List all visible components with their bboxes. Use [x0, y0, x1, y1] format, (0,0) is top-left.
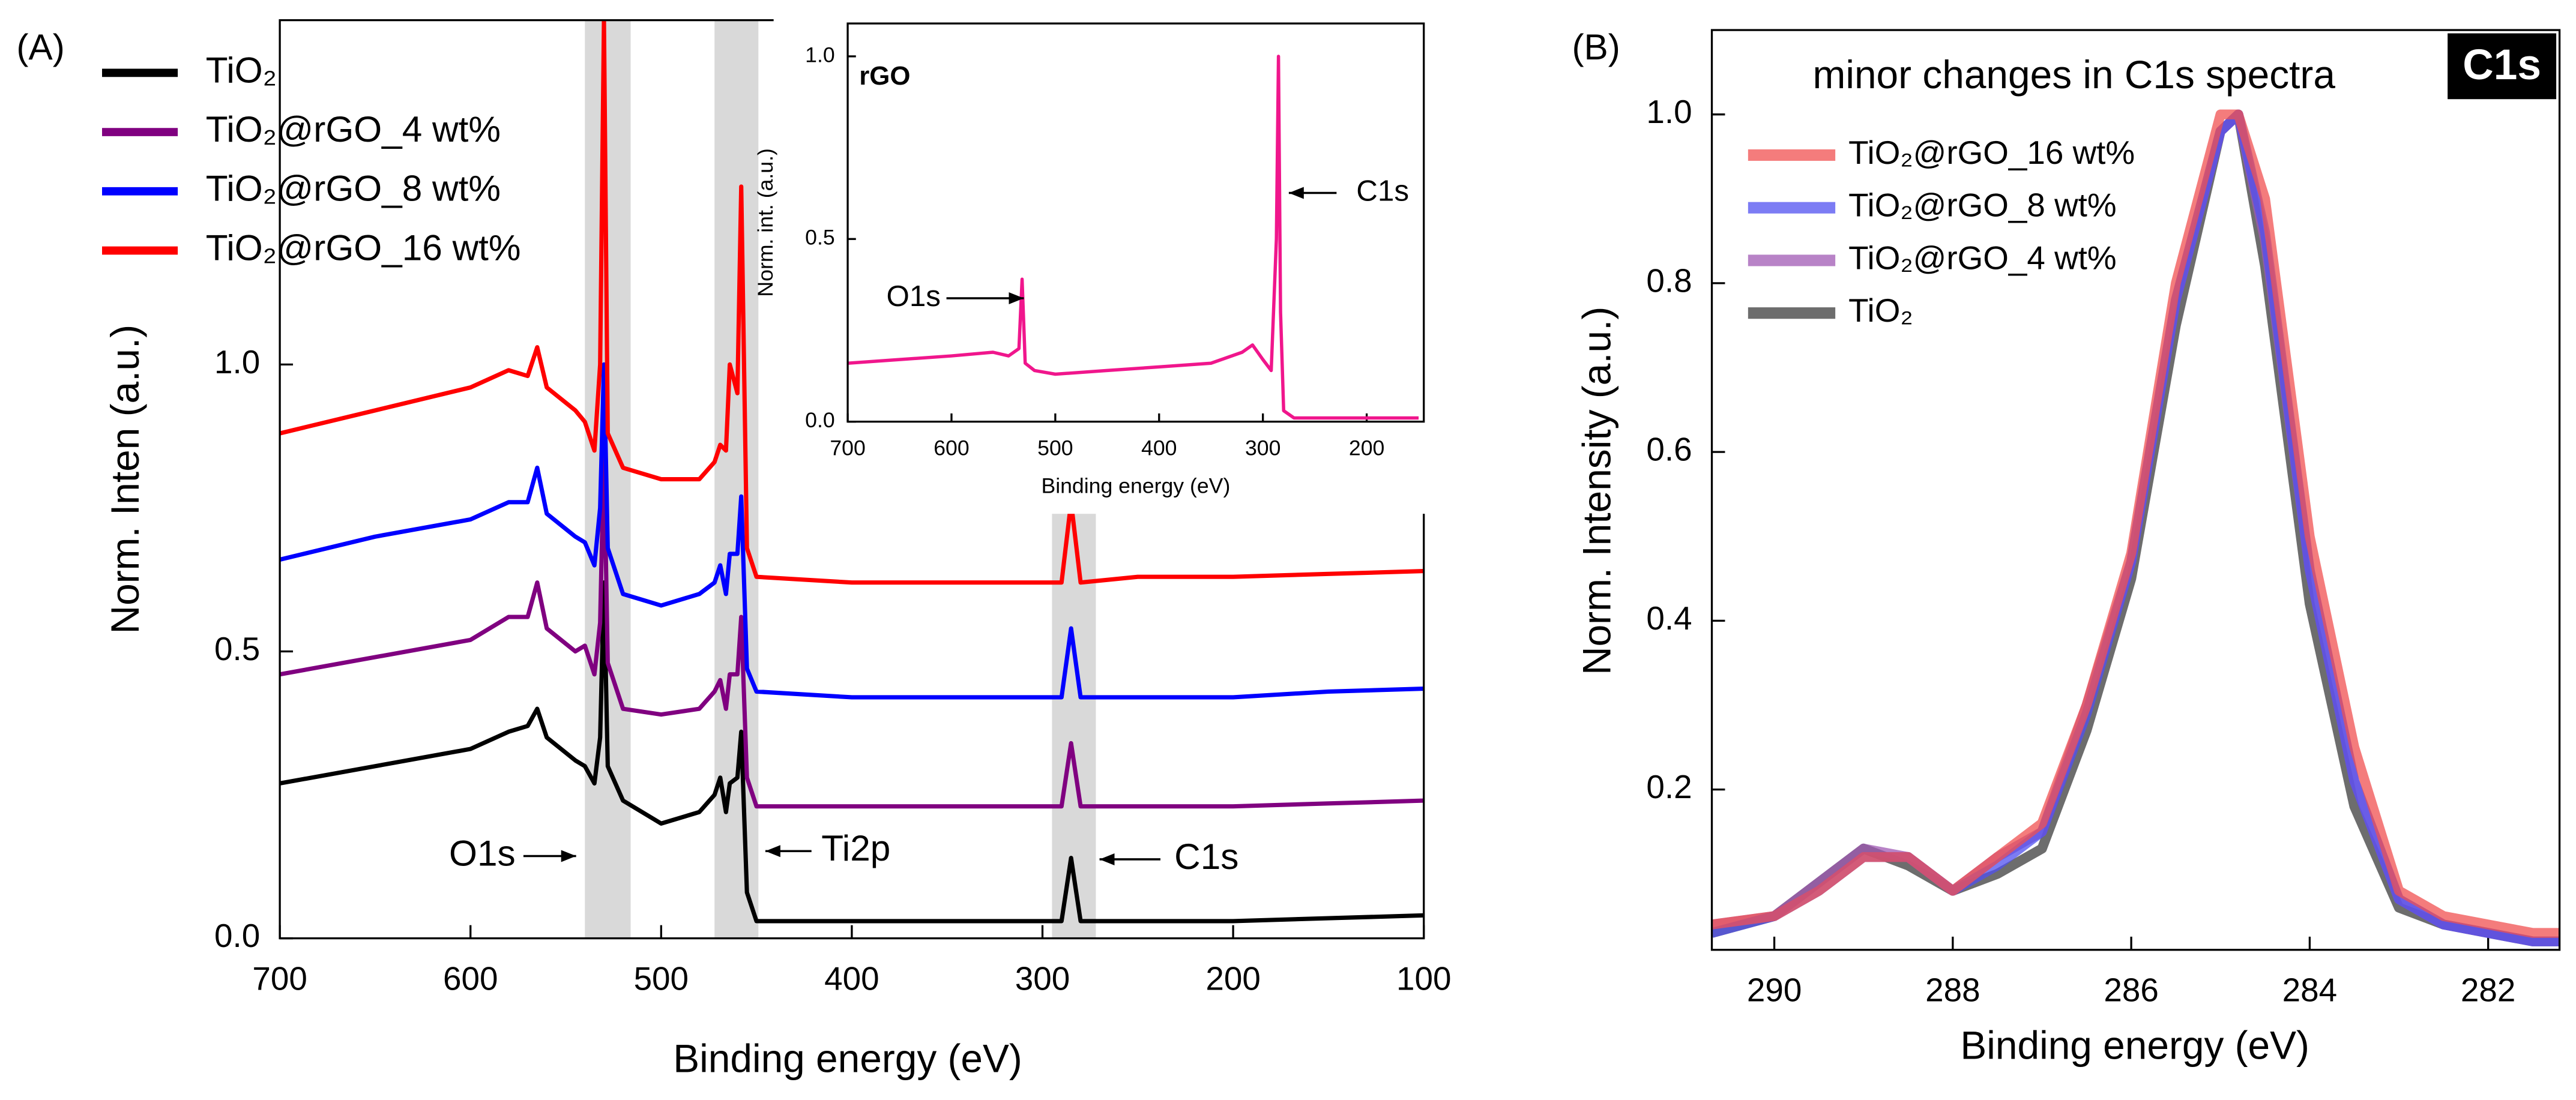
x-axis-label: Binding energy (eV) — [1041, 474, 1230, 498]
y-tick-label: 0.0 — [214, 917, 260, 954]
x-tick-label: 282 — [2461, 972, 2515, 1009]
y-axis-label: Norm. int. (a.u.) — [753, 148, 777, 296]
annotation: Ti2p — [821, 828, 890, 868]
x-tick-label: 100 — [1396, 960, 1451, 997]
plot-frame — [846, 22, 1425, 423]
x-tick-label: 700 — [830, 436, 865, 460]
y-tick-label: 0.5 — [805, 226, 835, 250]
annotation: O1s — [449, 832, 516, 873]
x-tick-label: 500 — [1037, 436, 1073, 460]
x-tick-label: 300 — [1015, 960, 1070, 997]
plot-frame — [1710, 29, 2561, 951]
x-axis-label: Binding energy (eV) — [673, 1036, 1022, 1081]
inset-background — [773, 17, 1432, 514]
chart-title: rGO — [859, 61, 910, 91]
series-line — [280, 362, 1424, 700]
legend-label: TiO₂@rGO_8 wt% — [206, 168, 501, 209]
y-tick-label: 1.0 — [1646, 93, 1692, 130]
y-axis-label: Norm. Intensity (a.u.) — [1574, 307, 1618, 675]
x-tick-label: 286 — [2104, 972, 2158, 1009]
annotation: O1s — [886, 280, 941, 313]
y-tick-label: 0.5 — [214, 630, 260, 667]
series-line — [848, 55, 1419, 420]
legend-label: TiO₂@rGO_8 wt% — [1848, 187, 2117, 224]
shaded-region — [714, 20, 759, 939]
series-line — [1712, 109, 2560, 938]
y-tick-label: 0.0 — [805, 408, 835, 432]
legend-label: TiO₂@rGO_4 wt% — [1848, 239, 2117, 276]
y-tick-label: 0.8 — [1646, 262, 1692, 299]
x-tick-label: 600 — [934, 436, 969, 460]
x-tick-label: 500 — [634, 960, 689, 997]
y-tick-label: 0.2 — [1646, 768, 1692, 805]
legend-label: TiO₂@rGO_4 wt% — [206, 109, 501, 149]
annotation: C1s — [1356, 175, 1409, 208]
x-tick-label: 300 — [1245, 436, 1280, 460]
legend-label: TiO₂@rGO_16 wt% — [1848, 134, 2135, 171]
y-axis-label: Norm. Inten (a.u.) — [103, 325, 147, 634]
panel-label: (A) — [16, 26, 64, 67]
x-tick-label: 200 — [1349, 436, 1384, 460]
series-line — [280, 448, 1424, 809]
x-tick-label: 400 — [1141, 436, 1177, 460]
x-tick-label: 288 — [1925, 972, 1980, 1009]
series-line — [280, 20, 1424, 585]
legend-label: TiO₂@rGO_16 wt% — [206, 227, 521, 268]
x-tick-label: 284 — [2282, 972, 2337, 1009]
chart-title: minor changes in C1s spectra — [1813, 52, 2336, 97]
y-tick-label: 1.0 — [214, 343, 260, 380]
x-tick-label: 200 — [1205, 960, 1260, 997]
x-axis-label: Binding energy (eV) — [1960, 1023, 2309, 1068]
y-tick-label: 0.4 — [1646, 600, 1692, 637]
legend-label: TiO₂ — [206, 49, 277, 90]
annotation: C1s — [1174, 836, 1238, 877]
legend-label: TiO₂ — [1848, 292, 1913, 329]
series-line — [280, 580, 1424, 924]
panel-label: (B) — [1572, 26, 1620, 67]
y-tick-label: 1.0 — [805, 43, 835, 67]
x-tick-label: 400 — [824, 960, 879, 997]
badge-label: C1s — [2463, 41, 2541, 89]
x-tick-label: 290 — [1747, 972, 1802, 1009]
x-tick-label: 700 — [252, 960, 307, 997]
x-tick-label: 600 — [443, 960, 498, 997]
y-tick-label: 0.6 — [1646, 431, 1692, 468]
badge-box — [2448, 33, 2557, 100]
